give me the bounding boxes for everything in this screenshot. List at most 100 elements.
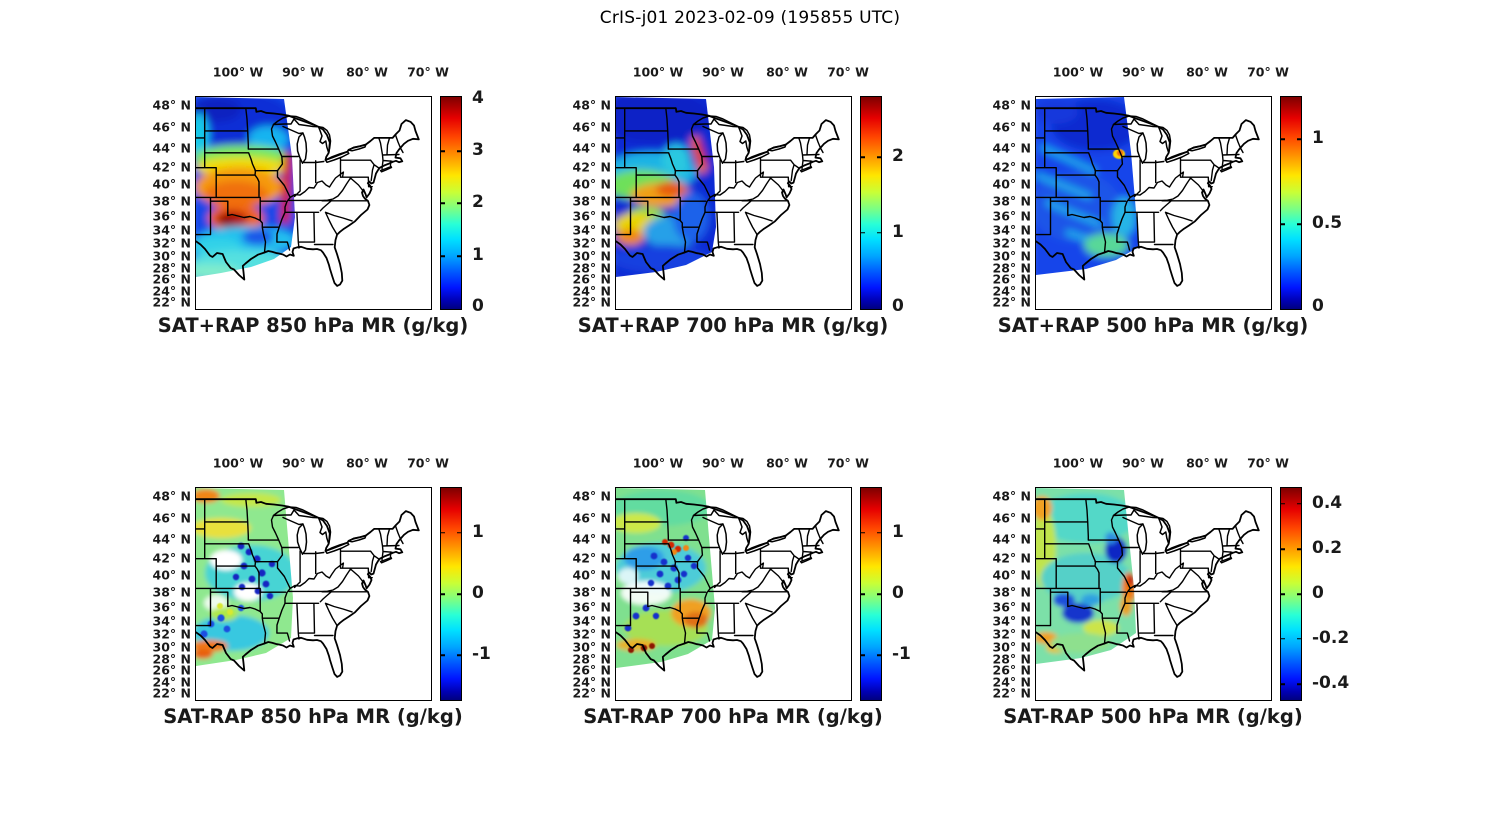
lon-axis-label: 90° W [702, 455, 744, 471]
lon-axis-label: 90° W [1122, 64, 1164, 80]
lat-axis-label: 28° N [992, 651, 1031, 666]
lon-axis-label: 70° W [1247, 64, 1289, 80]
map-svg [196, 97, 420, 287]
colorbar-sat-plus-rap-850 [440, 96, 462, 310]
colorbar-tick-mark [457, 202, 461, 204]
colorbar-tick-mark [861, 531, 865, 534]
colorbar-tick-mark [877, 654, 881, 657]
colorbar-tick-mark [1281, 138, 1285, 141]
lat-axis-label: 26° N [572, 271, 611, 287]
lat-axis-label: 26° N [152, 662, 191, 678]
colorbar-tick-mark [1297, 593, 1301, 595]
map-plot-sat-plus-rap-700 [615, 96, 852, 310]
lat-axis-label: 28° N [572, 260, 611, 275]
lon-axis-label: 70° W [827, 455, 869, 471]
lon-axis-label: 80° W [1186, 64, 1228, 80]
colorbar-tick-label: 0.2 [1312, 538, 1343, 559]
panel-sat-plus-rap-500: SAT+RAP 500 hPa MR (g/kg) 100° W 90° W 80°… [990, 60, 1360, 360]
lon-axis-label: 70° W [1247, 455, 1289, 471]
lat-axis-label: 44° N [152, 140, 191, 155]
lat-axis-label: 46° N [572, 119, 611, 135]
lon-axis-label: 100° W [632, 455, 684, 471]
lat-axis-label: 28° N [992, 260, 1031, 275]
lat-axis-label: 40° N [992, 176, 1031, 192]
colorbar-tick-label: 0 [472, 295, 484, 316]
colorbar-tick-mark [877, 231, 881, 234]
lat-axis-label: 28° N [572, 651, 611, 666]
colorbar-sat-plus-rap-500 [1280, 96, 1302, 310]
colorbar-tick-mark [441, 150, 445, 152]
lat-axis-label: 22° N [572, 685, 611, 700]
colorbar-tick-label: 0.4 [1312, 492, 1343, 513]
lat-axis-label: 42° N [992, 550, 1031, 565]
lat-axis-label: 46° N [572, 510, 611, 526]
lat-axis-label: 24° N [572, 674, 611, 689]
lon-axis-label: 100° W [632, 64, 684, 80]
colorbar-tick-label: 0 [892, 583, 904, 603]
colorbar-tick-mark [1297, 138, 1301, 141]
lat-axis-label: 44° N [572, 140, 611, 155]
lon-axis-label: 100° W [1052, 455, 1104, 471]
lat-axis-label: 28° N [152, 651, 191, 666]
lat-axis-label: 26° N [992, 662, 1031, 678]
panel-sat-minus-rap-500: SAT-RAP 500 hPa MR (g/kg) 100° W 90° W 80°… [990, 451, 1360, 751]
colorbar-tick-mark [877, 593, 881, 595]
panel-sat-minus-rap-700: SAT-RAP 700 hPa MR (g/kg) 100° W 90° W 80°… [570, 451, 940, 751]
lat-axis-label: 48° N [992, 97, 1031, 113]
lat-axis-label: 38° N [152, 193, 191, 208]
colorbar-tick-mark [1281, 223, 1285, 225]
lon-axis-label: 80° W [766, 64, 808, 80]
colorbar-tick-label: 2 [472, 192, 484, 212]
lat-axis-label: 48° N [992, 488, 1031, 504]
colorbar-tick-mark [1281, 593, 1285, 595]
colorbar-tick-mark [457, 593, 461, 595]
lat-axis-label: 38° N [992, 584, 1031, 599]
lat-axis-label: 26° N [152, 271, 191, 287]
lat-axis-label: 22° N [152, 685, 191, 700]
lat-axis-label: 34° N [572, 222, 611, 237]
lon-axis-label: 90° W [1122, 455, 1164, 471]
colorbar-tick-mark [861, 654, 865, 657]
lat-axis-label: 24° N [992, 674, 1031, 689]
colorbar-tick-label: -0.4 [1312, 673, 1350, 694]
lat-axis-label: 30° N [572, 639, 611, 654]
colorbar-gradient [1281, 97, 1301, 309]
colorbar-tick-mark [441, 654, 445, 657]
colorbar-tick-label: 0 [1312, 295, 1324, 316]
colorbar-tick-mark [441, 531, 445, 534]
lat-axis-label: 46° N [992, 510, 1031, 526]
colorbar-tick-label: 3 [472, 140, 484, 161]
lat-axis-label: 42° N [992, 159, 1031, 174]
lat-axis-label: 44° N [992, 531, 1031, 546]
map-plot-sat-minus-rap-700 [615, 487, 852, 701]
colorbar-gradient [441, 488, 461, 700]
colorbar-tick-mark [1281, 548, 1285, 551]
colorbar-tick-mark [441, 202, 445, 204]
map-svg [1036, 488, 1260, 678]
lat-axis-label: 34° N [992, 222, 1031, 237]
colorbar-tick-mark [1297, 548, 1301, 551]
map-svg [616, 97, 840, 287]
colorbar-tick-mark [861, 231, 865, 234]
colorbar-tick-label: 1 [892, 521, 904, 542]
colorbar-tick-mark [457, 654, 461, 657]
lat-axis-label: 40° N [152, 567, 191, 583]
lat-axis-label: 38° N [152, 584, 191, 599]
lat-axis-label: 38° N [572, 193, 611, 208]
lat-axis-label: 24° N [992, 283, 1031, 298]
colorbar-gradient [441, 97, 461, 309]
colorbar-tick-mark [861, 593, 865, 595]
figure-title: CrIS-j01 2023-02-09 (195855 UTC) [599, 8, 901, 28]
colorbar-tick-mark [441, 255, 445, 257]
colorbar-sat-minus-rap-850 [440, 487, 462, 701]
colorbar-tick-label: 0 [892, 295, 904, 316]
lat-axis-label: 46° N [152, 510, 191, 526]
lon-axis-label: 70° W [407, 64, 449, 80]
colorbar-tick-mark [877, 156, 881, 159]
colorbar-tick-mark [877, 531, 881, 534]
colorbar-tick-label: 1 [472, 245, 484, 265]
colorbar-tick-mark [441, 593, 445, 595]
panel-sat-minus-rap-850: SAT-RAP 850 hPa MR (g/kg) 100° W 90° W 80°… [150, 451, 520, 751]
lat-axis-label: 38° N [572, 584, 611, 599]
